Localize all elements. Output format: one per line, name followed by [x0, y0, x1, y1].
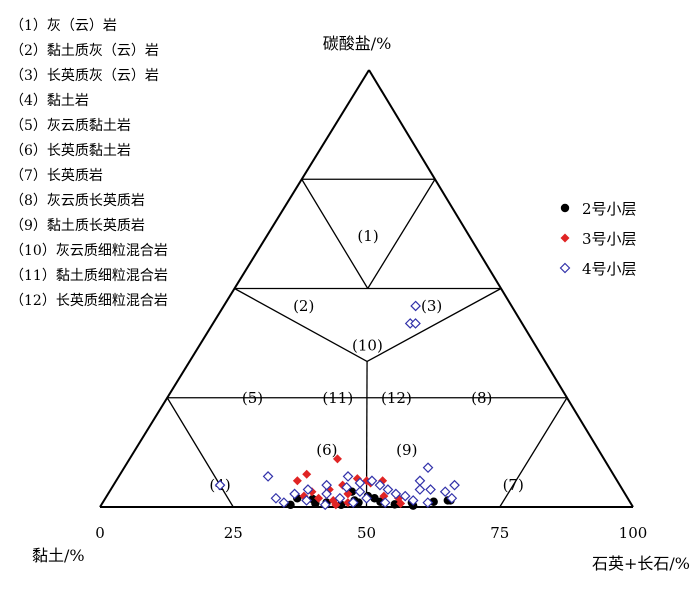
legend-label: 4号小层: [582, 260, 637, 278]
class-legend-item: （6）长英质黏土岩: [10, 142, 131, 159]
class-legend: （1）灰（云）岩 （2）黏土质灰（云）岩 （3）长英质灰（云）岩 （4）黏土岩 （5）灰…: [10, 18, 168, 309]
data-point: [422, 497, 434, 508]
data-point: [414, 475, 426, 487]
data-point: [302, 469, 312, 479]
class-legend-item: （2）黏土质灰（云）岩: [10, 43, 159, 59]
class-legend-item: （8）灰云质长英质岩: [10, 192, 145, 209]
data-point: [270, 492, 282, 504]
region-label: (2): [293, 297, 314, 315]
region-label: (10): [352, 336, 383, 354]
data-point: [262, 471, 274, 482]
class-legend-item: （5）灰云质黏土岩: [10, 118, 131, 134]
region-label: (7): [503, 476, 524, 494]
data-point: [319, 499, 331, 511]
region-label: (12): [381, 389, 412, 407]
class-legend-item: （12）长英质细粒混合岩: [10, 292, 168, 309]
data-point: [354, 486, 366, 498]
data-point: [278, 497, 290, 508]
data-point: [321, 488, 332, 500]
data-point: [396, 499, 406, 509]
data-point: [382, 484, 394, 495]
data-point: [341, 481, 352, 493]
data-point: [399, 490, 411, 502]
data-point: [332, 454, 342, 464]
region-labels: (1)(2)(3)(4)(5)(6)(7)(8)(9)(10)(11)(12): [209, 227, 523, 494]
axis-left-label: 黏土/%: [32, 546, 85, 565]
data-point: [301, 495, 312, 506]
frame-line: [366, 287, 502, 363]
tick-label: 0: [95, 524, 105, 542]
data-point: [342, 471, 354, 482]
region-label: (9): [396, 441, 417, 459]
data-point: [347, 497, 359, 508]
axis-right-label: 石英+长石/%: [592, 554, 690, 573]
legend-marker: [560, 203, 570, 213]
data-point: [390, 488, 402, 500]
data-point: [214, 479, 226, 491]
legend-marker: [559, 262, 571, 274]
class-legend-item: （10）灰云质细粒混合岩: [10, 243, 168, 259]
axis-top-label: 碳酸盐/%: [323, 34, 392, 53]
class-legend-item: （11）黏土质细粒混合岩: [10, 268, 168, 284]
data-points: [214, 300, 460, 511]
tick-label: 25: [224, 524, 243, 542]
frame-line: [367, 178, 436, 289]
bottom-ticks: 0 25 50 75 100: [95, 524, 647, 542]
data-point: [446, 492, 458, 504]
data-point: [407, 495, 419, 506]
legend-label: 2号小层: [582, 200, 637, 218]
data-point: [449, 479, 460, 491]
class-legend-item: （4）黏土岩: [10, 93, 89, 109]
region-label: (11): [322, 389, 353, 407]
data-point: [292, 476, 302, 486]
frame-line: [301, 178, 369, 289]
frame-line: [499, 397, 568, 508]
legend-marker: [560, 233, 570, 243]
data-point: [334, 492, 346, 504]
tick-label: 75: [490, 524, 509, 542]
data-point: [410, 318, 421, 329]
series-legend: 2号小层 3号小层 4号小层: [559, 200, 637, 278]
data-point: [425, 484, 436, 495]
data-point: [414, 484, 426, 495]
data-point: [366, 475, 378, 487]
data-point: [390, 500, 399, 509]
class-legend-item: （1）灰（云）岩: [10, 18, 117, 34]
legend-label: 3号小层: [582, 230, 637, 248]
frame-line: [166, 397, 234, 508]
region-label: (5): [242, 389, 263, 407]
data-point: [374, 479, 386, 491]
region-label: (3): [421, 297, 442, 315]
data-point: [314, 493, 324, 503]
data-point: [439, 486, 451, 498]
tick-label: 100: [619, 524, 648, 542]
region-label: (6): [316, 441, 337, 459]
data-point: [302, 484, 314, 495]
frame-line: [234, 287, 368, 363]
class-legend-item: （7）长英质岩: [10, 167, 103, 184]
region-label: (1): [357, 227, 378, 245]
ternary-frame: [99, 69, 634, 508]
class-legend-item: （9）黏土质长英质岩: [10, 217, 145, 234]
class-legend-item: （3）长英质灰（云）岩: [10, 67, 159, 84]
data-point: [422, 462, 434, 474]
data-point: [379, 497, 391, 508]
data-point: [289, 488, 300, 500]
data-point: [331, 500, 341, 510]
data-point: [361, 492, 372, 504]
tick-label: 50: [357, 524, 376, 542]
region-label: (8): [471, 389, 492, 407]
data-point: [410, 300, 421, 312]
